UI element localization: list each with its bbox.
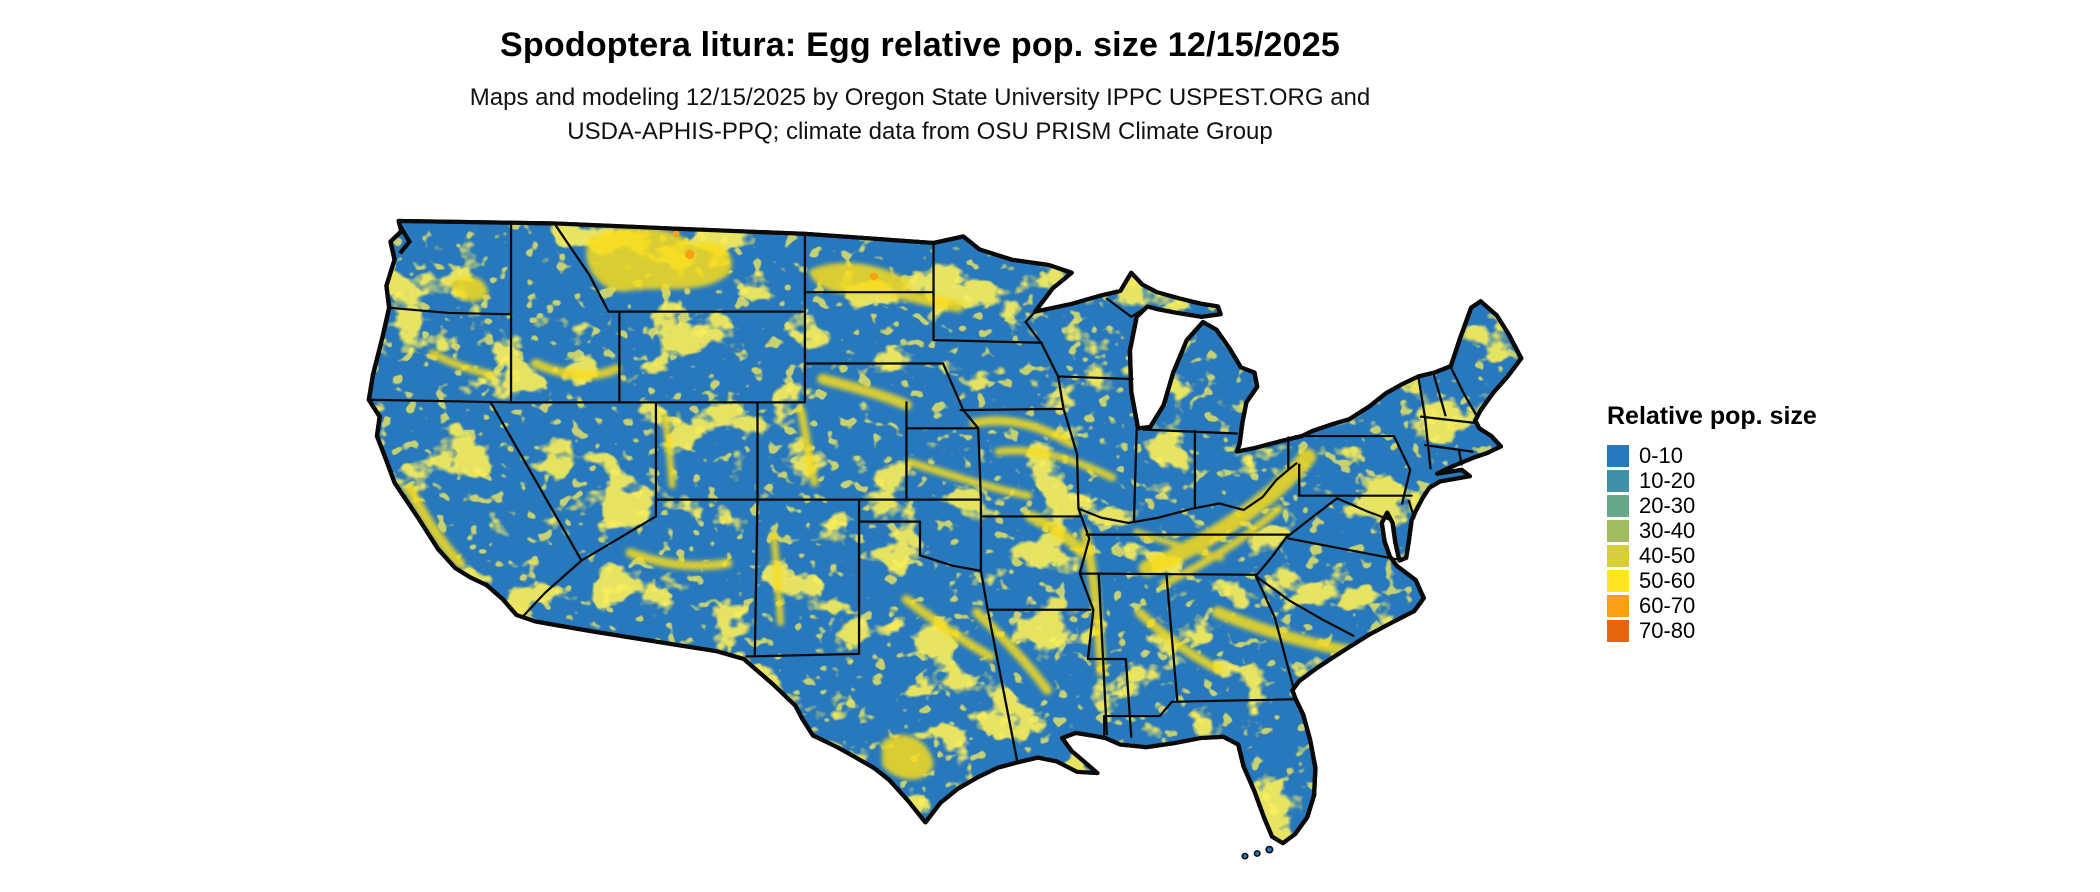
legend-swatch [1607,544,1629,567]
legend-swatch [1607,494,1629,517]
legend-label: 10-20 [1639,468,1696,493]
legend-label: 70-80 [1639,618,1696,643]
legend-label: 60-70 [1639,593,1696,618]
legend-swatch [1607,469,1629,492]
pop-raster-speckle [368,220,1522,844]
pop-raster-hotspots [404,227,1357,780]
puget-sound-inlet [398,225,413,255]
legend-label: 50-60 [1639,568,1696,593]
legend-item: 40-50 [1607,543,1817,568]
legend-item: 10-20 [1607,468,1817,493]
legend-label: 30-40 [1639,518,1696,543]
legend-item: 30-40 [1607,518,1817,543]
map-header: Spodoptera litura: Egg relative pop. siz… [270,0,1570,149]
legend-swatch [1607,444,1629,467]
state-borders [367,222,1480,764]
map-subtitle-line1: Maps and modeling 12/15/2025 by Oregon S… [469,84,1371,111]
legend-label: 40-50 [1639,543,1696,568]
map-legend: Relative pop. size 0-10 10-20 20-30 [1607,402,1817,643]
legend-item: 0-10 [1607,443,1817,468]
legend-item: 20-30 [1607,493,1817,518]
legend-swatch [1607,519,1629,542]
legend-swatch [1607,619,1629,642]
map-subtitle-line2: USDA-APHIS-PPQ; climate data from OSU PR… [567,118,1273,145]
legend-items: 0-10 10-20 20-30 30-40 [1607,443,1817,643]
us-outline [366,218,1524,846]
florida-keys [1241,845,1274,860]
pop-raster-orange-dots [672,230,879,281]
map-title: Spodoptera litura: Egg relative pop. siz… [500,26,1340,64]
legend-label: 20-30 [1639,493,1696,518]
legend-item: 50-60 [1607,568,1817,593]
legend-item: 70-80 [1607,618,1817,643]
legend-swatch [1607,569,1629,592]
us-population-map [270,182,1570,882]
us-map-svg [366,218,1524,860]
legend-title: Relative pop. size [1607,402,1817,430]
legend-swatch [1607,594,1629,617]
legend-label: 0-10 [1639,443,1684,468]
legend-item: 60-70 [1607,593,1817,618]
